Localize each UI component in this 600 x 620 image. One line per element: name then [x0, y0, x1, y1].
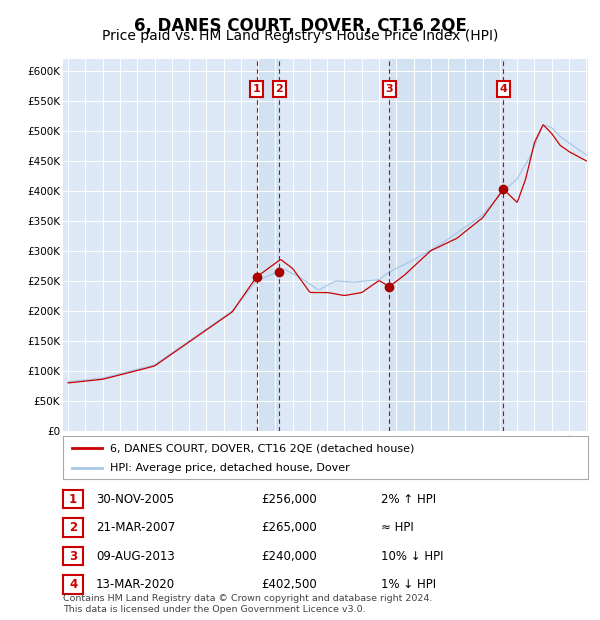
Text: 13-MAR-2020: 13-MAR-2020	[96, 578, 175, 591]
Text: Price paid vs. HM Land Registry's House Price Index (HPI): Price paid vs. HM Land Registry's House …	[102, 29, 498, 43]
Text: 4: 4	[69, 578, 77, 591]
Text: £240,000: £240,000	[261, 550, 317, 562]
Text: 6, DANES COURT, DOVER, CT16 2QE (detached house): 6, DANES COURT, DOVER, CT16 2QE (detache…	[110, 443, 415, 453]
Text: Contains HM Land Registry data © Crown copyright and database right 2024.
This d: Contains HM Land Registry data © Crown c…	[63, 595, 433, 614]
Text: 30-NOV-2005: 30-NOV-2005	[96, 493, 174, 505]
Text: 1% ↓ HPI: 1% ↓ HPI	[381, 578, 436, 591]
Bar	[257, 59, 279, 431]
Text: 21-MAR-2007: 21-MAR-2007	[96, 521, 175, 534]
Text: 3: 3	[386, 84, 393, 94]
Text: £256,000: £256,000	[261, 493, 317, 505]
Text: 2% ↑ HPI: 2% ↑ HPI	[381, 493, 436, 505]
Text: HPI: Average price, detached house, Dover: HPI: Average price, detached house, Dove…	[110, 463, 350, 473]
Text: 1: 1	[253, 84, 260, 94]
Text: 09-AUG-2013: 09-AUG-2013	[96, 550, 175, 562]
Text: 6, DANES COURT, DOVER, CT16 2QE: 6, DANES COURT, DOVER, CT16 2QE	[134, 17, 466, 35]
Text: 10% ↓ HPI: 10% ↓ HPI	[381, 550, 443, 562]
Text: 4: 4	[499, 84, 508, 94]
Text: 3: 3	[69, 550, 77, 562]
Text: £402,500: £402,500	[261, 578, 317, 591]
Text: 1: 1	[69, 493, 77, 505]
Text: 2: 2	[69, 521, 77, 534]
Bar	[389, 59, 503, 431]
Text: £265,000: £265,000	[261, 521, 317, 534]
Text: 2: 2	[275, 84, 283, 94]
Text: ≈ HPI: ≈ HPI	[381, 521, 414, 534]
